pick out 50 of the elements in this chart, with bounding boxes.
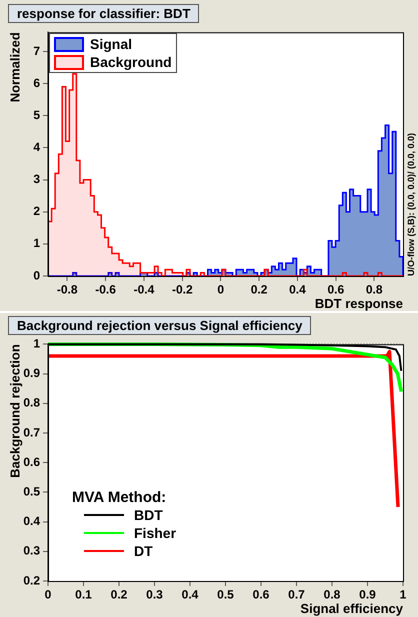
y-tick-label: 0.9 — [23, 366, 40, 380]
y-axis-title: Normalized — [7, 32, 22, 102]
y-tick-label: 1 — [33, 336, 40, 351]
x-tick-label: -0.8 — [56, 282, 78, 297]
chart-title: response for classifier: BDT — [8, 4, 200, 23]
x-tick-label: 0.1 — [75, 588, 92, 602]
y-tick-label: 0.3 — [23, 544, 40, 558]
chart-title: Background rejection versus Signal efficiency — [8, 316, 312, 335]
x-tick-label: 0.2 — [250, 282, 268, 297]
legend-label: Background — [90, 54, 172, 70]
x-tick-label: -0.4 — [134, 282, 155, 297]
x-tick-label: 0.2 — [110, 588, 128, 602]
x-axis-title: Signal efficiency — [300, 600, 404, 616]
y-tick-label: 6 — [33, 76, 40, 90]
x-tick-label: 0.9 — [359, 588, 376, 602]
y-tick-label: 0.2 — [23, 573, 40, 588]
text: U/O-flow (S,B): (0.0, 0.0)/ (0.0, 0.0) — [406, 133, 416, 276]
x-tick-label: -0.2 — [172, 282, 193, 297]
y-tick-label: 3 — [33, 172, 40, 186]
x-tick-label: 0 — [217, 282, 224, 297]
legend-label: BDT — [134, 507, 163, 523]
x-tick-label: 0.8 — [324, 588, 341, 602]
y-tick-label: 1 — [33, 236, 40, 250]
y-tick-label: 0 — [33, 268, 40, 282]
x-tick-label: 0.3 — [146, 588, 164, 602]
x-axis-title: BDT response — [314, 296, 403, 311]
x-tick-label: 0.8 — [366, 282, 383, 297]
y-tick-label: 2 — [33, 204, 40, 218]
x-tick-label: 0.5 — [217, 588, 234, 602]
legend-label: Signal — [90, 36, 132, 52]
x-tick-label: 0 — [44, 588, 52, 602]
x-tick-label: 0.4 — [182, 588, 199, 602]
legend-title: MVA Method: — [72, 488, 168, 506]
legend-label: Fisher — [134, 525, 176, 541]
y-tick-label: 0.7 — [23, 425, 40, 440]
y-tick-label: 0.8 — [23, 396, 40, 410]
y-tick-label: 0.6 — [23, 454, 40, 469]
y-tick-label: 0.5 — [23, 484, 40, 499]
x-tick-label: -0.6 — [95, 282, 116, 297]
y-tick-label: 0.4 — [23, 514, 40, 528]
x-tick-label: 0.7 — [288, 588, 306, 602]
x-tick-label: 1 — [400, 588, 407, 602]
x-tick-label: 0.4 — [289, 282, 306, 297]
legend-label: DT — [134, 543, 153, 559]
y-tick-label: 4 — [33, 140, 40, 154]
x-tick-label: 0.6 — [252, 588, 270, 602]
y-tick-label: 5 — [33, 108, 40, 122]
x-tick-label: 0.6 — [327, 282, 344, 297]
y-axis-title: Background rejection — [7, 344, 22, 478]
y-tick-label: 7 — [33, 44, 40, 58]
